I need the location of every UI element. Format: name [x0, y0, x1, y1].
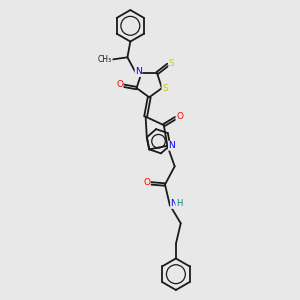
Text: N: N	[171, 200, 177, 208]
Text: O: O	[116, 80, 123, 89]
Text: H: H	[176, 200, 182, 208]
Text: S: S	[169, 59, 175, 68]
Text: CH₃: CH₃	[98, 55, 112, 64]
Text: S: S	[162, 84, 168, 93]
Text: O: O	[143, 178, 150, 187]
Text: N: N	[168, 141, 175, 150]
Text: O: O	[176, 112, 183, 121]
Text: N: N	[135, 68, 142, 76]
